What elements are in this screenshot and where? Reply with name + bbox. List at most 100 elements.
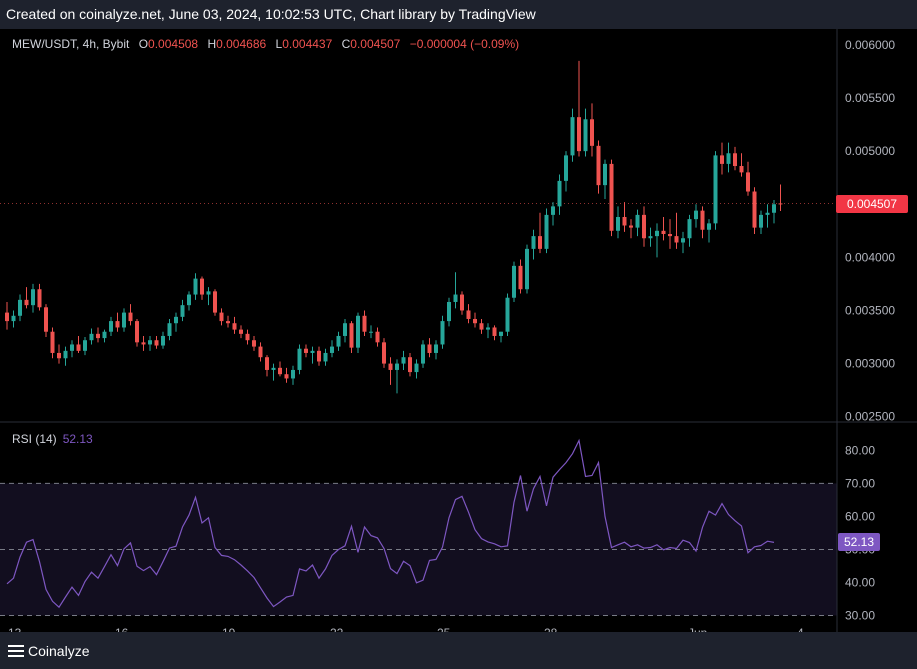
candle-body bbox=[206, 291, 211, 295]
candle-body bbox=[486, 327, 490, 330]
candle bbox=[551, 202, 555, 226]
chart-area[interactable]: 0.0060000.0055000.0050000.0045000.004000… bbox=[0, 29, 917, 632]
candle bbox=[746, 161, 750, 196]
candle-body bbox=[707, 223, 711, 230]
candle-body bbox=[362, 315, 367, 332]
candle-body bbox=[31, 289, 35, 306]
candle-body bbox=[232, 323, 237, 330]
candle-body bbox=[213, 291, 217, 313]
candle bbox=[512, 261, 516, 302]
candle bbox=[720, 142, 724, 175]
candle-body bbox=[271, 367, 276, 370]
candle-body bbox=[544, 214, 549, 249]
price-axis-tick: 0.005500 bbox=[845, 91, 895, 105]
grid-lines bbox=[0, 29, 917, 632]
candle bbox=[96, 327, 100, 343]
candle-body bbox=[668, 233, 672, 237]
candle bbox=[161, 331, 165, 349]
candle-body bbox=[284, 374, 289, 379]
candle bbox=[284, 367, 289, 383]
rsi-value: 52.13 bbox=[62, 432, 93, 446]
close-value: 0.004507 bbox=[350, 37, 401, 51]
candle-body bbox=[648, 236, 653, 239]
candle-body bbox=[200, 278, 204, 295]
candle-body bbox=[440, 321, 445, 345]
candle-body bbox=[102, 331, 107, 339]
candle bbox=[486, 323, 490, 339]
candle bbox=[778, 184, 783, 211]
candle bbox=[148, 335, 152, 351]
candle-body bbox=[505, 297, 510, 332]
candle-body bbox=[44, 307, 48, 332]
candle bbox=[382, 338, 386, 368]
candle-body bbox=[681, 238, 685, 243]
candle-body bbox=[382, 342, 386, 364]
candle bbox=[427, 338, 432, 358]
candle bbox=[343, 318, 347, 343]
candle bbox=[622, 202, 627, 232]
candle-body bbox=[531, 236, 536, 249]
candle-body bbox=[135, 321, 139, 343]
change-value: −0.000004 (−0.09%) bbox=[409, 37, 520, 51]
candle bbox=[713, 151, 718, 230]
candle-body bbox=[330, 346, 334, 353]
candle bbox=[440, 315, 445, 349]
candle-body bbox=[18, 299, 22, 316]
candle-body bbox=[590, 119, 594, 146]
candle-body bbox=[356, 315, 360, 348]
time-axis-tick: 22 bbox=[330, 626, 344, 632]
candle bbox=[76, 335, 81, 353]
created-on-header: Created on coinalyze.net, June 03, 2024,… bbox=[0, 0, 917, 29]
candle-body bbox=[577, 117, 581, 152]
candle-body bbox=[635, 214, 640, 228]
candle-body bbox=[694, 210, 698, 220]
rsi-line bbox=[6, 438, 775, 609]
candle bbox=[525, 244, 529, 294]
candle bbox=[752, 187, 757, 234]
candle bbox=[577, 60, 581, 157]
candle-body bbox=[11, 315, 16, 322]
time-axis-tick: 16 bbox=[115, 626, 129, 632]
candle bbox=[570, 108, 575, 162]
candle-body bbox=[642, 214, 646, 239]
candle-body bbox=[24, 299, 29, 306]
candle bbox=[674, 212, 679, 249]
brand[interactable]: Coinalyze bbox=[8, 643, 89, 659]
candle-body bbox=[245, 333, 250, 341]
chart-canvas[interactable]: 0.0060000.0055000.0050000.0045000.004000… bbox=[0, 29, 917, 632]
menu-icon bbox=[8, 645, 24, 657]
candle bbox=[707, 219, 711, 243]
candle bbox=[765, 204, 770, 228]
candle-body bbox=[174, 316, 178, 324]
candle-body bbox=[512, 265, 516, 298]
candle-body bbox=[401, 357, 406, 364]
candle bbox=[187, 291, 191, 311]
candle bbox=[271, 363, 276, 381]
candle-body bbox=[453, 294, 458, 302]
candle-body bbox=[167, 323, 172, 336]
candle-body bbox=[421, 344, 425, 364]
candle-body bbox=[557, 180, 562, 207]
candle bbox=[213, 289, 217, 316]
candle-body bbox=[37, 289, 42, 308]
candle-body bbox=[128, 312, 133, 322]
candle-body bbox=[596, 145, 601, 186]
candle-body bbox=[317, 350, 321, 362]
candle-body bbox=[733, 153, 737, 167]
candle-body bbox=[674, 236, 679, 243]
time-axis-tick: 28 bbox=[544, 626, 558, 632]
candle bbox=[5, 301, 9, 330]
candle-body bbox=[538, 236, 542, 249]
rsi-axis-tick: 30.00 bbox=[845, 608, 875, 622]
price-axis-tick: 0.003500 bbox=[845, 303, 895, 317]
candle-body bbox=[603, 163, 607, 186]
candle bbox=[291, 365, 295, 385]
time-axis-tick: 4 bbox=[797, 626, 804, 632]
rsi-axis-tick: 70.00 bbox=[845, 476, 875, 490]
candle bbox=[128, 304, 133, 326]
candle-body bbox=[551, 206, 555, 215]
candle-body bbox=[89, 333, 94, 341]
candle bbox=[193, 273, 198, 300]
candle-body bbox=[375, 331, 380, 343]
candle bbox=[362, 310, 367, 336]
